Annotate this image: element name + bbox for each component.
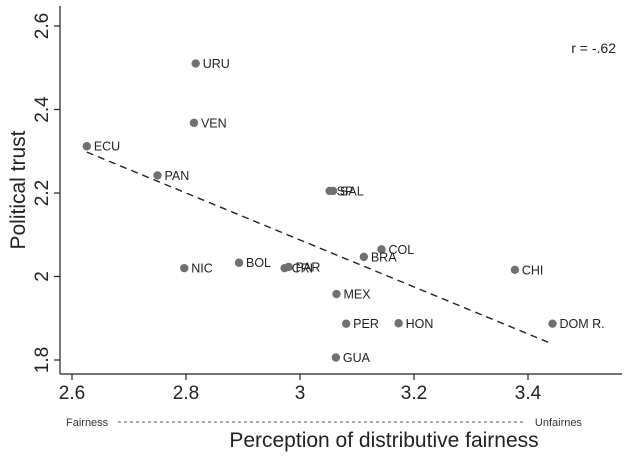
- point-bra: [359, 252, 369, 262]
- point-label-bol: BOL: [246, 256, 271, 270]
- x-axis-title: Perception of distributive fairness: [229, 429, 538, 452]
- point-label-dom-r: DOM R.: [560, 317, 605, 331]
- point-label-bra: BRA: [371, 250, 397, 264]
- point-cri: [280, 263, 289, 273]
- point-label-sal: SAL: [340, 184, 364, 198]
- point-label-chi: CHI: [522, 263, 544, 277]
- correlation-annotation: r = -.62: [571, 40, 616, 56]
- scale-right-label: Unfairnes: [535, 417, 583, 429]
- x-tick-label: 2.6: [59, 383, 85, 404]
- point-label-pan: PAN: [165, 169, 190, 183]
- tick-labels: 2.6 2.8 3 3.2 3.4 1.8 2 2.2 2.4 2.6: [32, 13, 542, 404]
- y-tick-label: 2.2: [32, 180, 53, 206]
- point-label-col: COL: [389, 243, 415, 257]
- point-hon: [394, 319, 403, 328]
- point-label-mex: MEX: [343, 288, 371, 302]
- axes: [54, 6, 622, 380]
- point-label-sp: SP: [337, 184, 354, 198]
- y-tick-label: 2.6: [32, 13, 53, 39]
- point-label-par: PAR: [296, 260, 321, 274]
- point-bol: [234, 258, 244, 267]
- y-tick-label: 1.8: [32, 347, 53, 373]
- point-ecu: [82, 142, 92, 151]
- point-label-nic: NIC: [191, 262, 213, 276]
- point-label-hon: HON: [406, 317, 434, 331]
- x-tick-label: 3.2: [401, 383, 427, 404]
- point-label-ecu: ECU: [94, 140, 120, 154]
- x-tick-label: 3.4: [515, 383, 542, 404]
- scale-left-label: Fairness: [66, 417, 109, 429]
- point-sal: [328, 186, 338, 196]
- point-label-cri: CRI: [292, 262, 314, 276]
- y-tick-label: 2: [32, 271, 53, 282]
- x-tick-label: 3: [295, 383, 306, 404]
- point-gua: [331, 353, 341, 362]
- point-mex: [332, 289, 341, 299]
- point-ven: [189, 118, 199, 128]
- point-label-ven: VEN: [201, 116, 227, 130]
- y-axis-title: Political trust: [7, 130, 30, 249]
- fit-line: [86, 151, 552, 344]
- data-points: [82, 59, 557, 362]
- y-tick-label: 2.4: [32, 96, 53, 123]
- x-tick-label: 2.8: [173, 383, 199, 404]
- point-chi: [510, 265, 520, 275]
- point-uru: [191, 59, 200, 68]
- point-dom-r: [548, 319, 557, 328]
- point-nic: [180, 263, 189, 273]
- point-label-gua: GUA: [343, 351, 371, 365]
- point-pan: [153, 171, 162, 180]
- point-label-uru: URU: [203, 57, 230, 71]
- point-label-per: PER: [353, 317, 379, 331]
- point-col: [377, 245, 386, 254]
- fit-line-group: [86, 151, 552, 344]
- point-per: [341, 319, 351, 328]
